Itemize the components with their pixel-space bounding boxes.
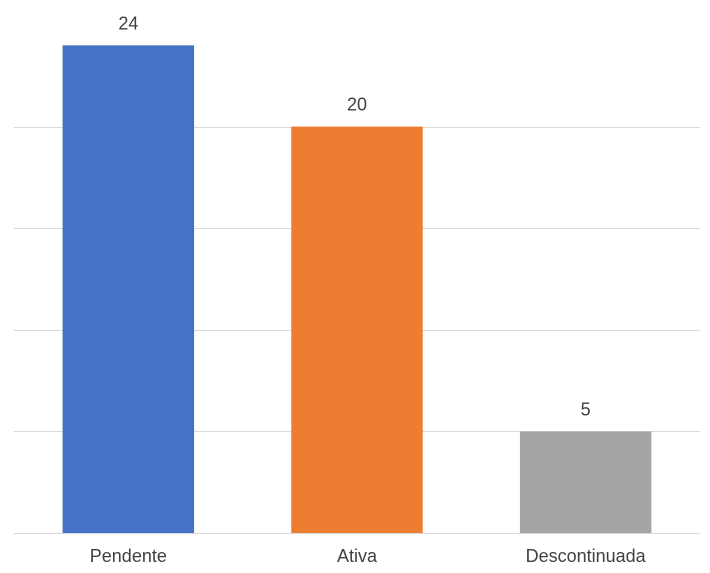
- data-label-pendente: 24: [118, 13, 138, 33]
- bar-pendente: [62, 45, 195, 533]
- data-label-descontinuada: 5: [581, 399, 591, 419]
- bar-descontinuada: [519, 431, 652, 533]
- bars: [62, 45, 652, 533]
- data-label-ativa: 20: [347, 95, 367, 115]
- x-tick-label-ativa: Ativa: [337, 546, 378, 566]
- x-axis-tick-labels: Pendente Ativa Descontinuada: [90, 546, 647, 566]
- bar-ativa: [291, 126, 423, 533]
- x-tick-label-pendente: Pendente: [90, 546, 167, 566]
- x-tick-label-descontinuada: Descontinuada: [526, 546, 647, 566]
- data-labels: 24 20 5: [118, 13, 590, 419]
